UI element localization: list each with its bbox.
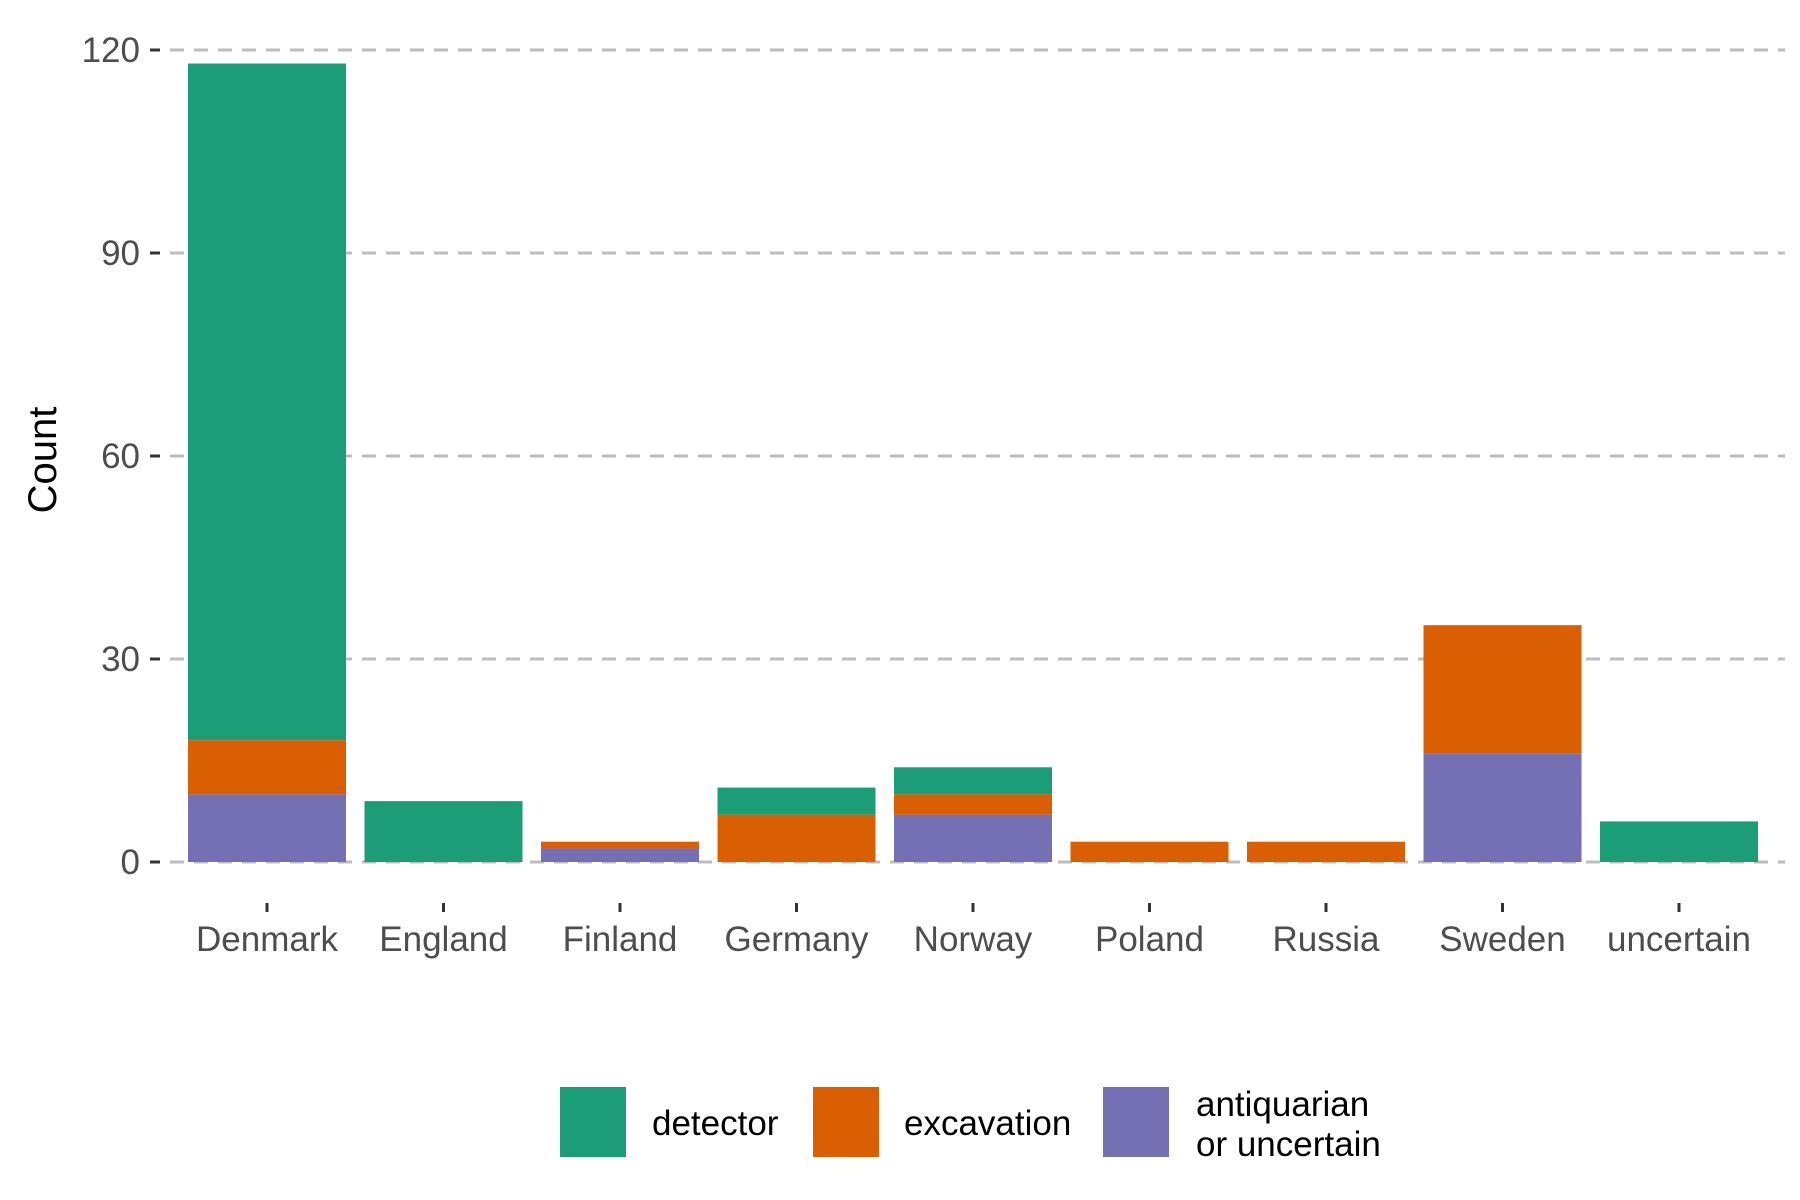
legend-item-antiquarian-or-uncertain: antiquarian or uncertain [1103,1085,1381,1164]
bar-denmark-excavation [188,740,346,795]
bar-finland-excavation [541,841,699,849]
bar-sweden-excavation [1423,625,1582,754]
bar-norway-detector [894,767,1052,795]
bar-germany-excavation [717,814,876,862]
axes-layer: 0 30 60 90 120 Denmark England Finland Germany No… [82,31,1751,959]
legend-label-antiquarian-or-uncertain: antiquarian or uncertain [1196,1085,1381,1164]
x-tick-label-norway: Norway [914,920,1033,959]
legend-swatch-antiquarian-or-uncertain [1103,1087,1169,1157]
x-tick-label-england: England [379,920,507,959]
legend-label-line: antiquarian [1196,1085,1369,1124]
bars-layer [188,63,1758,862]
y-tick-label-0: 0 [121,843,140,882]
bar-denmark-detector [188,63,346,741]
bar-finland-antiquarian-or-uncertain [541,848,699,862]
x-tick-label-finland: Finland [563,920,678,959]
legend-label-excavation: excavation [904,1104,1071,1143]
bar-germany-detector [717,787,876,815]
bar-russia-excavation [1247,841,1405,862]
bar-poland-excavation [1070,841,1229,862]
y-axis-title: Count [21,407,65,514]
legend: detector excavation antiquarian or uncertai… [560,1085,1381,1164]
x-tick-label-denmark: Denmark [196,920,338,959]
y-tick-label-90: 90 [101,234,140,273]
bar-norway-antiquarian-or-uncertain [894,814,1052,862]
bar-england-detector [364,801,523,862]
bar-denmark-antiquarian-or-uncertain [188,794,346,862]
bar-sweden-antiquarian-or-uncertain [1423,753,1582,862]
legend-label-detector: detector [652,1104,779,1143]
y-tick-label-30: 30 [101,640,140,679]
legend-item-detector: detector [560,1087,779,1157]
bar-norway-excavation [894,794,1052,815]
legend-label-line: or uncertain [1196,1125,1381,1164]
x-tick-label-germany: Germany [725,920,869,959]
x-tick-label-poland: Poland [1095,920,1204,959]
x-tick-label-uncertain: uncertain [1607,920,1751,959]
x-tick-label-russia: Russia [1273,920,1381,959]
bar-uncertain-detector [1600,821,1758,862]
legend-swatch-excavation [813,1087,879,1157]
y-tick-label-120: 120 [82,31,140,70]
legend-swatch-detector [560,1087,626,1157]
x-tick-label-sweden: Sweden [1439,920,1565,959]
y-tick-label-60: 60 [101,437,140,476]
legend-item-excavation: excavation [813,1087,1071,1157]
